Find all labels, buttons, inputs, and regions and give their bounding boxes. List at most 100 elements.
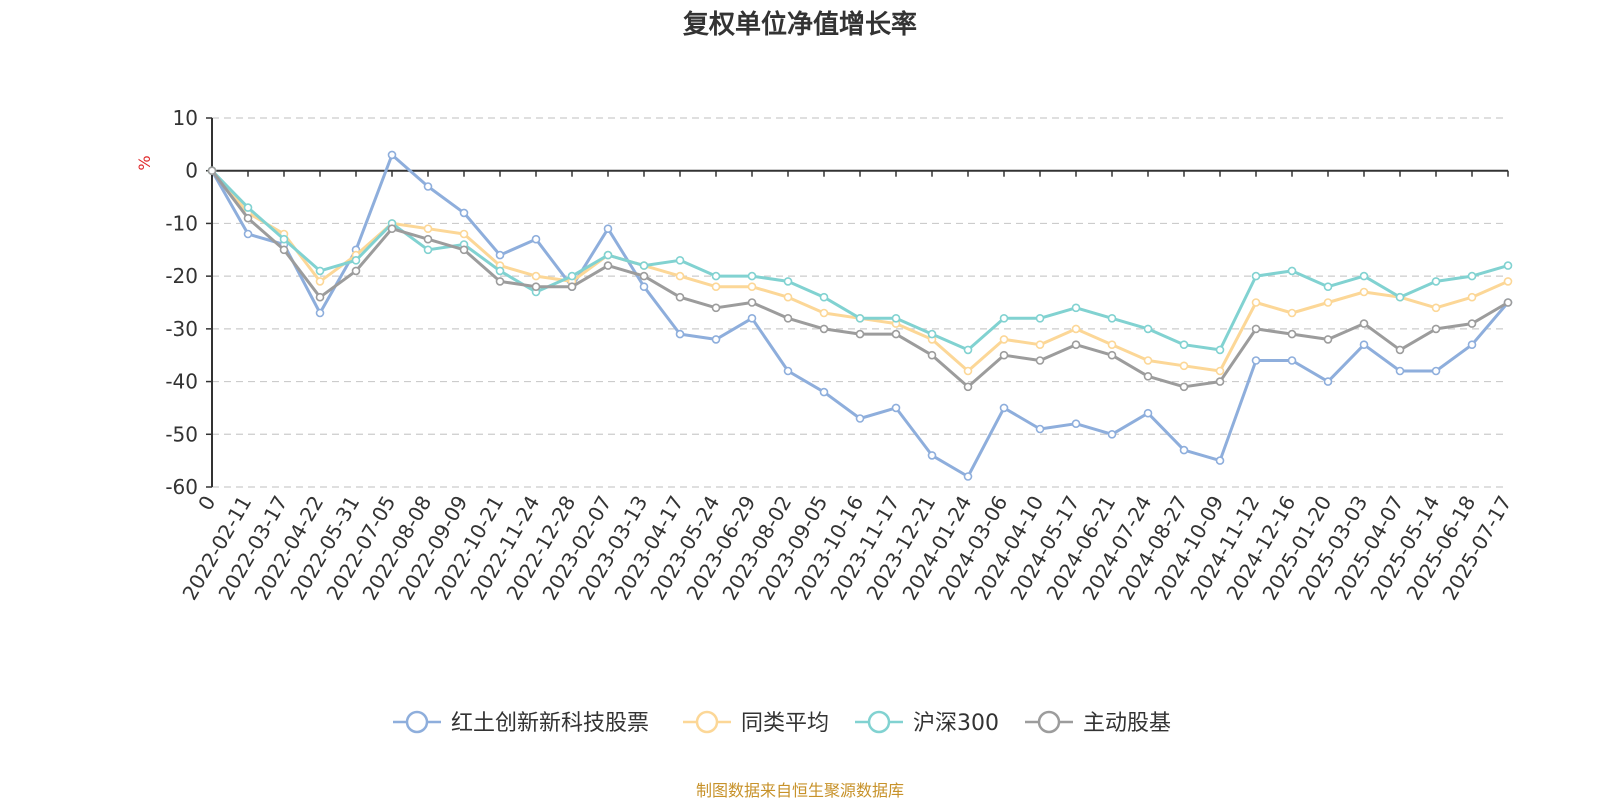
data-point (747, 271, 757, 281)
data-point (783, 366, 793, 376)
data-point (639, 261, 649, 270)
data-point (927, 451, 937, 460)
data-point (1179, 361, 1189, 371)
legend-item[interactable]: 同类平均 (683, 710, 829, 736)
data-point (1503, 277, 1513, 286)
data-point (495, 266, 505, 276)
legend-item[interactable]: 主动股基 (1025, 710, 1171, 736)
series-lines (207, 150, 1513, 481)
legend-marker (405, 710, 429, 734)
data-point (423, 245, 433, 255)
data-point (1431, 324, 1441, 334)
data-point (747, 282, 757, 292)
y-tick-label: 0 (185, 159, 198, 183)
data-point (963, 472, 973, 481)
data-point (1467, 292, 1477, 302)
data-point (1179, 340, 1189, 350)
data-point (1143, 408, 1153, 418)
data-point (1071, 340, 1081, 350)
data-point (783, 313, 793, 323)
data-point (1251, 324, 1261, 334)
data-point (711, 303, 721, 313)
data-point (1179, 382, 1189, 392)
data-point (1035, 313, 1045, 323)
data-point (819, 387, 829, 397)
data-point (963, 382, 973, 392)
data-point (1287, 329, 1297, 339)
data-point (747, 298, 757, 307)
legend-label: 沪深300 (913, 711, 999, 736)
data-point (1359, 340, 1369, 350)
data-point (459, 208, 469, 218)
series-2 (207, 166, 1513, 355)
data-point (1071, 303, 1081, 313)
data-point (1467, 271, 1477, 281)
data-point (1143, 356, 1153, 365)
data-point (351, 255, 361, 265)
data-point (1143, 324, 1153, 334)
data-point (639, 271, 649, 281)
data-point (279, 245, 289, 255)
data-point (819, 292, 829, 302)
data-source-note: 制图数据来自恒生聚源数据库 (696, 781, 904, 800)
y-tick-label: -30 (165, 317, 198, 341)
data-point (963, 366, 973, 376)
data-point (459, 245, 469, 255)
legend-item[interactable]: 红土创新新科技股票 (393, 710, 649, 736)
data-point (783, 277, 793, 286)
data-point (315, 277, 325, 286)
data-point (1323, 298, 1333, 307)
data-point (1035, 340, 1045, 350)
data-point (1323, 335, 1333, 344)
data-point (279, 234, 289, 244)
data-point (711, 271, 721, 281)
data-point (315, 292, 325, 302)
data-point (1395, 345, 1405, 355)
series-1 (207, 166, 1513, 376)
data-point (1035, 356, 1045, 365)
data-point (603, 261, 613, 270)
data-point (243, 203, 253, 212)
data-point (1251, 356, 1261, 365)
grid-lines (212, 117, 1508, 488)
data-point (675, 292, 685, 302)
data-point (711, 335, 721, 344)
data-point (495, 250, 505, 260)
y-tick-label: -20 (165, 264, 198, 288)
data-point (423, 182, 433, 191)
data-point (1215, 456, 1225, 465)
data-point (351, 266, 361, 276)
data-point (531, 234, 541, 244)
data-point (999, 335, 1009, 344)
data-point (1395, 366, 1405, 376)
data-point (315, 308, 325, 318)
data-point (927, 329, 937, 339)
y-axis-unit: % (135, 155, 154, 170)
data-point (999, 313, 1009, 323)
data-point (423, 234, 433, 244)
data-point (747, 313, 757, 323)
data-point (207, 166, 217, 175)
data-point (1467, 319, 1477, 328)
legend-item[interactable]: 沪深300 (855, 710, 999, 736)
data-point (1107, 340, 1117, 350)
legend-marker (867, 710, 891, 734)
data-point (1359, 287, 1369, 297)
data-point (675, 255, 685, 265)
data-point (243, 229, 253, 239)
data-point (1287, 356, 1297, 365)
data-point (1215, 377, 1225, 386)
y-tick-label: -10 (165, 211, 198, 235)
data-point (855, 414, 865, 423)
data-point (423, 224, 433, 233)
series-line (210, 169, 1510, 352)
data-point (1179, 445, 1189, 455)
data-point (1323, 377, 1333, 386)
data-point (1251, 271, 1261, 281)
data-point (567, 271, 577, 281)
data-point (1431, 366, 1441, 376)
data-point (1035, 424, 1045, 434)
x-tick-label: 0 (193, 492, 220, 515)
data-point (819, 324, 829, 334)
